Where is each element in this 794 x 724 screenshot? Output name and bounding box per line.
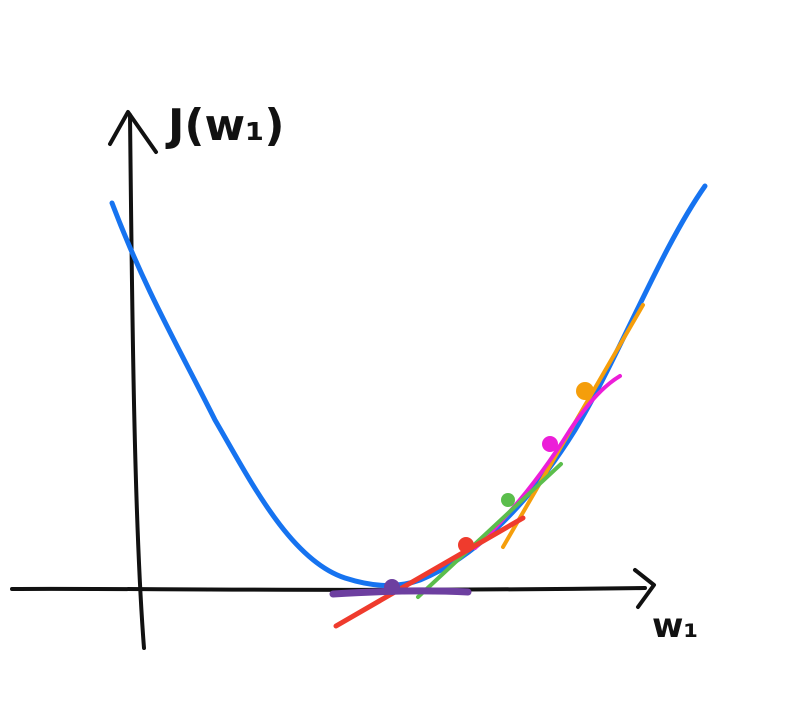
y-axis-label: J(w₁) [165,100,285,151]
x-axis [10,586,647,592]
tangent-line-purple [329,587,472,598]
tangent-line-green [416,462,563,599]
y-axis-arrowhead [108,110,158,154]
tangent-point-orange [576,382,594,400]
tangent-point-green [501,493,515,507]
tangent-line-red [333,515,526,629]
x-axis-arrowhead [633,568,656,609]
y-axis [128,113,146,650]
x-axis-label: w₁ [652,606,698,646]
cost-curve [109,183,708,589]
tangent-point-red [458,537,474,553]
tangent-point-magenta [542,436,558,452]
tangent-point-purple [384,579,400,595]
